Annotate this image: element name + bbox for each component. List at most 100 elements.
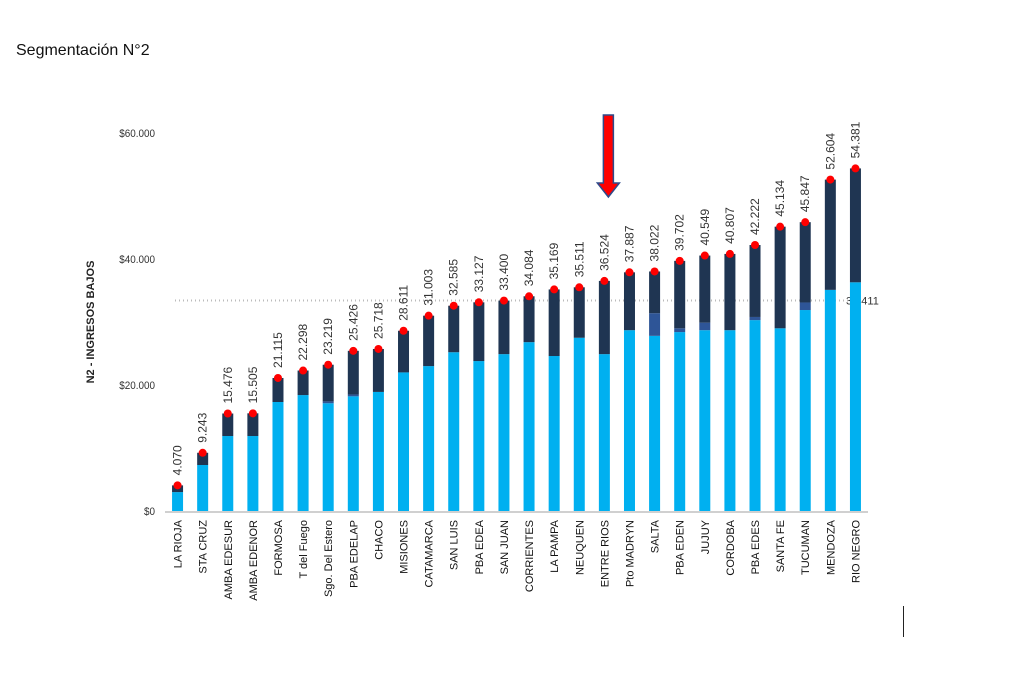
bar-segment-light <box>398 372 410 511</box>
bar-segment-dark <box>272 377 284 403</box>
bar-segment-dark <box>699 255 711 323</box>
total-marker <box>399 326 408 335</box>
data-label: 23.219 <box>321 318 335 355</box>
x-tick-label: PBA EDES <box>750 520 762 574</box>
total-marker <box>223 409 232 418</box>
bar-segment-dark <box>774 226 786 329</box>
data-label: 28.611 <box>397 285 411 321</box>
x-tick-label: PBA EDEN <box>675 520 687 575</box>
bar-segment-light <box>473 361 485 511</box>
x-tick-label: AMBA EDENOR <box>248 520 260 601</box>
data-label: 15.505 <box>246 366 260 403</box>
total-marker <box>700 251 709 260</box>
bar-segment-light <box>749 320 761 511</box>
bar-segment-mid <box>799 302 811 311</box>
data-label: 38.022 <box>648 224 662 261</box>
bar-segment-light <box>724 330 736 511</box>
bar-segment-dark <box>347 350 359 395</box>
y-tick-label: $60.000 <box>119 129 155 141</box>
bar-segment-dark <box>222 413 234 437</box>
total-marker <box>499 296 508 305</box>
bar-segment-dark <box>598 280 610 355</box>
total-marker <box>248 409 257 418</box>
bar-segment-light <box>498 354 510 511</box>
bar-segment-dark <box>623 272 635 331</box>
data-label: 35.511 <box>572 241 586 277</box>
bar-segment-dark <box>423 315 435 367</box>
data-label: 33.400 <box>497 254 511 291</box>
bar-segment-dark <box>849 168 861 283</box>
x-tick-label: FORMOSA <box>273 519 285 575</box>
data-label: 54.381 <box>848 121 862 158</box>
bar-segment-light <box>649 335 661 511</box>
total-marker <box>299 366 308 375</box>
data-label: 9.243 <box>196 412 210 442</box>
bar-segment-dark <box>649 271 661 314</box>
x-tick-label: LA PAMPA <box>549 519 561 572</box>
total-marker <box>198 448 207 457</box>
bar-segment-light <box>297 395 309 511</box>
bar-segment-light <box>222 436 234 511</box>
bar-segment-mid <box>649 313 661 336</box>
total-marker <box>273 373 282 382</box>
total-marker <box>826 175 835 184</box>
bar-segment-mid <box>347 394 359 397</box>
bar-segment-mid <box>674 328 686 333</box>
bar-segment-dark <box>247 413 259 437</box>
bar-segment-dark <box>322 364 334 402</box>
bar-segment-light <box>849 282 861 511</box>
bar-segment-light <box>448 352 460 511</box>
bar-segment-dark <box>674 260 686 329</box>
x-tick-label: PBA EDEA <box>474 519 486 574</box>
page-title: Segmentación N°2 <box>16 42 150 59</box>
bar-segment-dark <box>799 222 811 303</box>
bar-segment-light <box>824 289 836 511</box>
total-marker <box>349 346 358 355</box>
total-marker <box>449 301 458 310</box>
bar-segment-dark <box>448 305 460 353</box>
total-marker <box>776 222 785 231</box>
data-label: 22.298 <box>296 323 310 360</box>
x-tick-label: AMBA EDESUR <box>223 520 235 600</box>
data-label: 45.847 <box>798 175 812 212</box>
total-marker <box>675 256 684 265</box>
x-tick-label: NEUQUEN <box>574 520 586 575</box>
x-tick-label: ENTRE RIOS <box>599 520 611 587</box>
data-label: 4.070 <box>171 445 185 475</box>
total-marker <box>374 344 383 353</box>
data-label: 40.807 <box>723 207 737 244</box>
y-axis-label: N2 - INGRESOS BAJOS <box>85 261 97 384</box>
bar-segment-light <box>699 330 711 511</box>
x-tick-label: PBA EDELAP <box>348 520 360 588</box>
data-label: 32.585 <box>447 259 461 296</box>
bar-segment-mid <box>749 316 761 321</box>
bar-segment-dark <box>498 300 510 355</box>
total-marker <box>625 268 634 277</box>
bar-segment-mid <box>322 401 334 404</box>
bar-segment-light <box>573 337 585 511</box>
y-tick-label: $40.000 <box>119 255 155 267</box>
total-marker <box>751 241 760 250</box>
data-label: 15.476 <box>221 366 235 403</box>
x-tick-label: TUCUMAN <box>800 520 812 575</box>
bar-segment-dark <box>573 287 585 338</box>
bar-segment-dark <box>473 302 485 362</box>
total-marker <box>525 292 534 301</box>
total-marker <box>650 267 659 276</box>
bar-segment-dark <box>197 452 209 466</box>
x-tick-label: CHACO <box>373 520 385 560</box>
bar-segment-light <box>347 396 359 511</box>
bar-segment-light <box>423 366 435 511</box>
total-marker <box>600 276 609 285</box>
data-label: 42.222 <box>748 198 762 235</box>
x-tick-label: T del Fuego <box>298 520 310 579</box>
x-tick-label: STA CRUZ <box>198 520 210 574</box>
bar-segment-dark <box>372 348 384 392</box>
highlight-arrow-icon <box>595 114 621 199</box>
total-marker <box>725 249 734 258</box>
y-tick-label: $0 <box>144 507 155 519</box>
bar-segment-light <box>598 354 610 511</box>
x-tick-label: MENDOZA <box>825 519 837 575</box>
x-tick-label: SANTA FE <box>775 520 787 572</box>
